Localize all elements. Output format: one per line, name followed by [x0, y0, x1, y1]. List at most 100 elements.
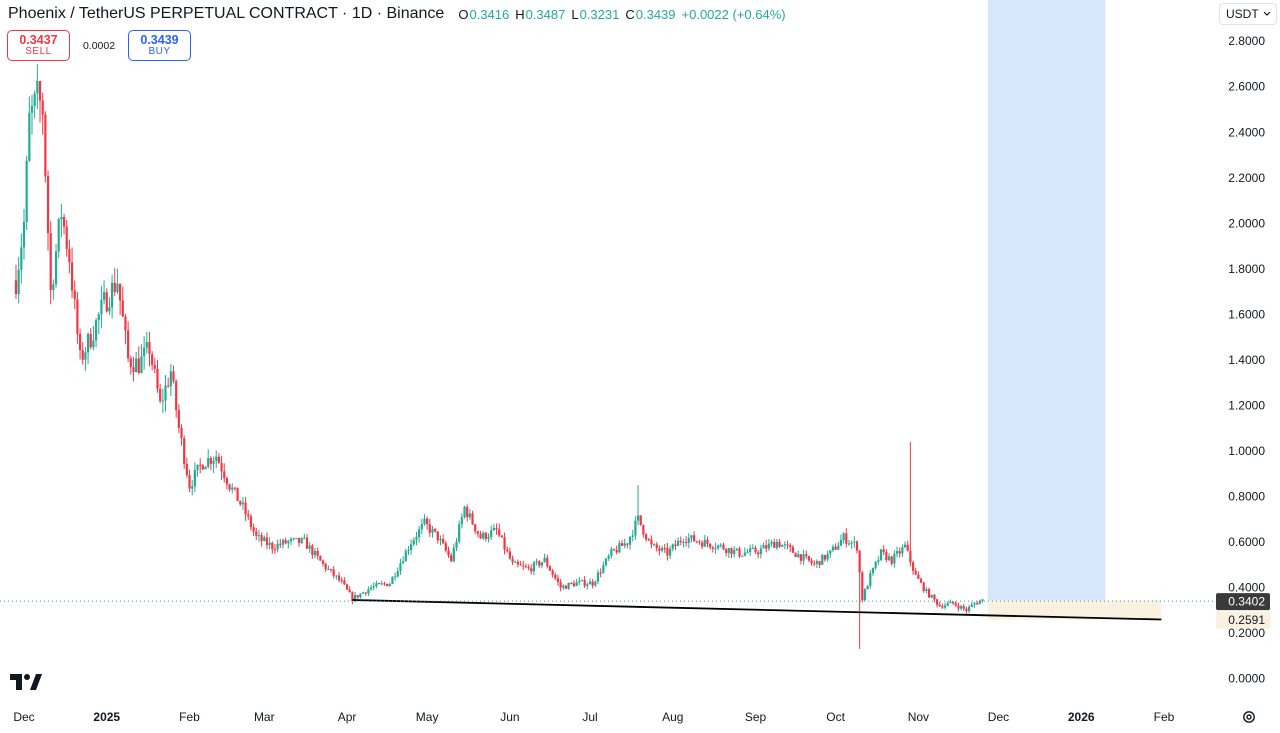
projection-box — [987, 0, 1106, 620]
candle-body — [778, 541, 781, 547]
candle-body — [476, 531, 479, 534]
candle-body — [439, 538, 442, 541]
candle-body — [495, 527, 498, 530]
candle-body — [949, 601, 952, 604]
candle-body — [367, 589, 370, 594]
currency-label: USDT — [1226, 7, 1259, 21]
candle-body — [805, 554, 808, 557]
tradingview-logo-icon[interactable] — [10, 672, 42, 696]
candle-body — [466, 506, 469, 518]
candle-body — [922, 582, 925, 592]
candle-body — [586, 584, 589, 586]
candle-body — [978, 601, 981, 605]
candle-body — [468, 513, 471, 518]
candle-body — [679, 540, 682, 543]
candle-body — [890, 556, 893, 564]
candle-body — [842, 533, 845, 540]
candle-body — [895, 551, 899, 554]
sell-button[interactable]: 0.3437 SELL — [7, 30, 70, 61]
candle-body — [36, 80, 39, 94]
candle-body — [663, 547, 666, 549]
candle-body — [516, 561, 520, 565]
candle-body — [455, 541, 458, 548]
x-tick-label: Feb — [179, 710, 200, 724]
candle-body — [968, 606, 971, 612]
buy-button[interactable]: 0.3439 BUY — [128, 30, 191, 61]
candle-body — [62, 217, 66, 227]
currency-selector[interactable]: USDT — [1219, 3, 1277, 25]
candle-body — [783, 544, 786, 546]
candle-body — [244, 502, 247, 515]
candle-body — [834, 546, 837, 550]
candle-body — [522, 565, 525, 567]
candle-body — [233, 487, 237, 489]
candle-body — [674, 544, 677, 546]
candle-body — [866, 585, 869, 590]
gear-icon[interactable] — [1241, 709, 1257, 729]
x-tick-label: Mar — [254, 710, 275, 724]
low-value: 0.3231 — [579, 6, 620, 22]
candle-body — [698, 541, 701, 543]
candle-body — [807, 556, 811, 561]
candle-body — [524, 566, 528, 568]
candle-body — [538, 561, 541, 566]
candle-body — [94, 320, 98, 341]
high-value: 0.3487 — [525, 6, 566, 22]
candle-body — [546, 557, 549, 567]
candle-body — [311, 545, 314, 555]
chevron-down-icon — [1263, 11, 1271, 16]
candle-body — [345, 584, 349, 590]
candle-body — [749, 548, 752, 553]
candle-body — [70, 262, 74, 291]
candle-body — [313, 551, 317, 555]
candle-body — [340, 580, 343, 582]
candle-body — [642, 525, 645, 535]
candle-body — [885, 551, 888, 561]
candle-body — [356, 595, 359, 598]
candle-body — [893, 553, 896, 564]
candle-body — [701, 542, 704, 547]
x-tick-label: Dec — [13, 710, 34, 724]
candle-body — [791, 547, 794, 553]
candle-body — [426, 518, 429, 525]
candle-body — [215, 456, 218, 461]
candle-body — [564, 585, 568, 589]
candle-body — [153, 364, 156, 369]
buy-label: BUY — [148, 45, 171, 57]
candle-body — [343, 580, 346, 585]
candle-body — [933, 594, 936, 600]
candle-body — [506, 549, 509, 552]
x-tick-label: Dec — [988, 710, 1009, 724]
candle-body — [391, 576, 394, 584]
candle-body — [463, 506, 466, 518]
candle-body — [570, 582, 573, 584]
candle-body — [530, 568, 533, 572]
candle-body — [917, 574, 920, 579]
candle-body — [137, 358, 140, 373]
candle-body — [762, 545, 765, 549]
candle-body — [383, 583, 386, 585]
candle-body — [898, 551, 901, 554]
symbol-title[interactable]: Phoenix / TetherUS PERPETUAL CONTRACT · … — [8, 5, 445, 22]
candle-body — [687, 538, 690, 543]
candle-body — [76, 299, 79, 334]
candle-body — [962, 606, 965, 609]
candle-body — [167, 385, 170, 387]
candle-body — [514, 561, 517, 563]
candle-body — [548, 566, 552, 571]
candle-body — [714, 548, 717, 550]
candle-body — [188, 475, 191, 489]
y-tick-label: 2.4000 — [1228, 125, 1265, 139]
candle-body — [407, 550, 410, 552]
candle-body — [567, 582, 570, 589]
candle-body — [49, 233, 52, 291]
candle-body — [369, 587, 373, 590]
sell-label: SELL — [25, 45, 52, 57]
candle-body — [773, 542, 776, 548]
candle-body — [402, 561, 405, 564]
candle-body — [399, 563, 402, 572]
candle-body — [650, 539, 653, 545]
candle-body — [113, 282, 116, 292]
candle-body — [786, 544, 789, 546]
